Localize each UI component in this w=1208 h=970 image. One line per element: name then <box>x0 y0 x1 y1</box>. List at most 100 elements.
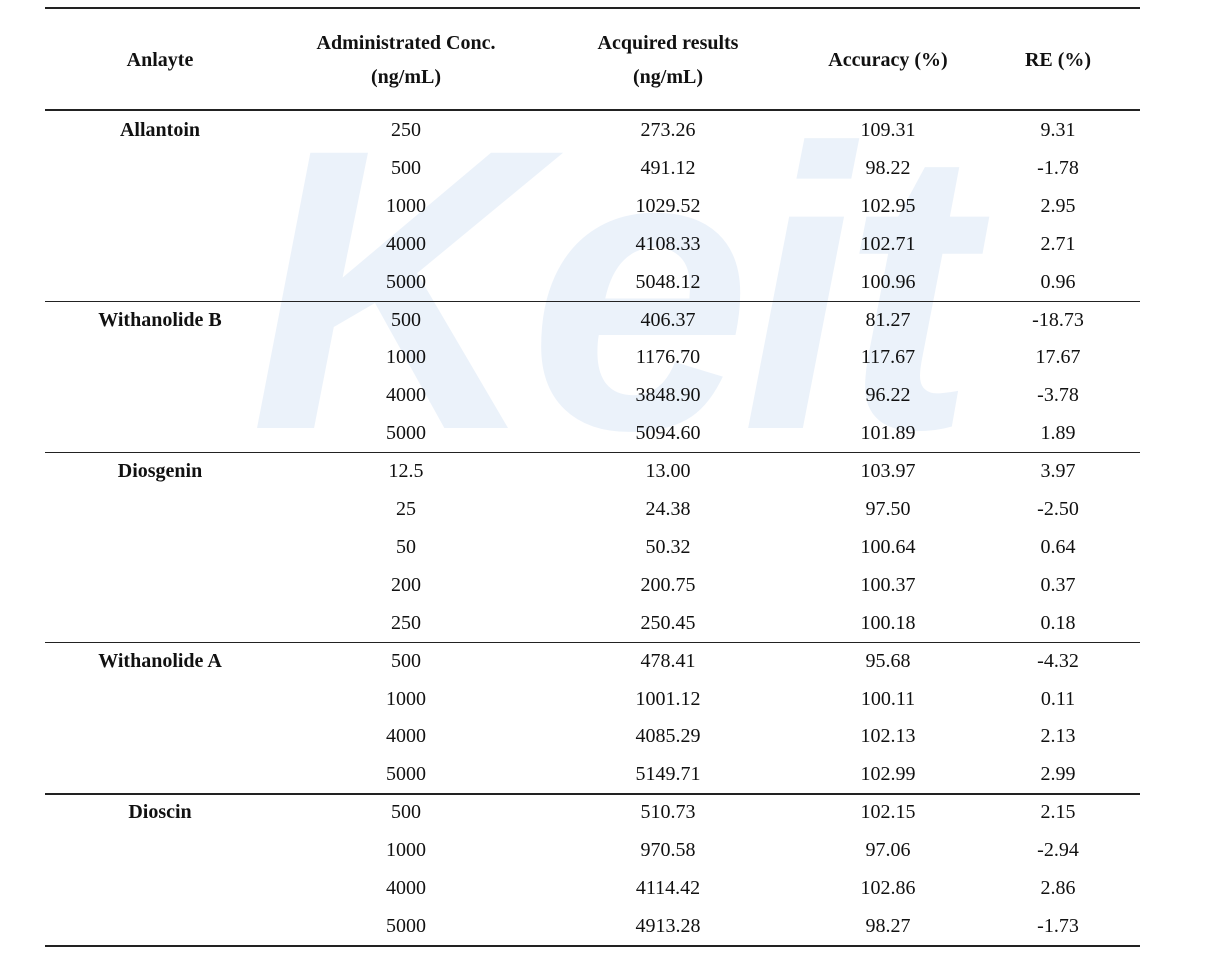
header-cell: (ng/mL) <box>633 66 703 88</box>
rule <box>45 452 1140 454</box>
data-cell: 4000 <box>386 877 426 899</box>
data-cell: 3848.90 <box>635 384 701 407</box>
data-cell: 0.37 <box>1040 573 1076 596</box>
data-cell: -2.50 <box>1037 498 1079 520</box>
data-cell: 13.00 <box>645 460 691 483</box>
data-cell: 500 <box>391 649 421 672</box>
rule <box>45 109 1140 111</box>
data-cell: 5094.60 <box>635 422 701 445</box>
data-cell: -1.73 <box>1037 914 1079 937</box>
data-cell: 510.73 <box>640 801 696 824</box>
data-cell: 101.89 <box>860 422 916 445</box>
data-cell: 2.13 <box>1040 725 1076 748</box>
data-cell: 500 <box>391 801 421 824</box>
rule <box>45 300 1140 302</box>
data-cell: 1029.52 <box>635 194 701 217</box>
data-cell: 100.64 <box>860 535 916 558</box>
data-cell: 2.86 <box>1040 877 1076 899</box>
data-cell: 117.67 <box>860 346 916 369</box>
data-cell: 102.99 <box>860 763 916 786</box>
data-cell: 100.37 <box>860 573 916 596</box>
rule <box>45 7 1140 9</box>
data-cell: 970.58 <box>640 839 696 862</box>
data-cell: 100.96 <box>860 270 916 293</box>
data-cell: 4000 <box>386 384 426 407</box>
data-cell: 102.71 <box>860 232 916 255</box>
data-cell: 4000 <box>386 725 426 748</box>
data-cell: 5149.71 <box>635 763 701 786</box>
data-cell: 2.71 <box>1040 232 1076 255</box>
data-cell: 273.26 <box>640 119 696 141</box>
data-cell: 100.11 <box>860 687 916 710</box>
data-cell: 4114.42 <box>635 877 701 899</box>
data-cell: 1176.70 <box>635 346 701 369</box>
data-cell: 96.22 <box>865 384 911 407</box>
data-cell: 250.45 <box>640 611 696 634</box>
data-cell: 100.18 <box>860 611 916 634</box>
data-cell: 95.68 <box>865 649 911 672</box>
data-cell: -3.78 <box>1037 384 1079 407</box>
header-cell: Acquired results <box>597 32 739 54</box>
data-cell: -1.78 <box>1037 156 1079 179</box>
data-cell: 103.97 <box>860 460 916 483</box>
data-cell: 478.41 <box>640 649 696 672</box>
data-cell: 1001.12 <box>635 687 701 710</box>
data-cell: 406.37 <box>640 308 696 331</box>
data-cell: 102.86 <box>860 877 916 899</box>
rule <box>45 641 1140 643</box>
analyte: Allantoin <box>119 119 201 141</box>
data-cell: -2.94 <box>1037 839 1079 862</box>
data-cell: 2.95 <box>1040 194 1076 217</box>
data-cell: 4108.33 <box>635 232 701 255</box>
data-cell: 98.27 <box>865 914 911 937</box>
rule <box>45 793 1140 795</box>
data-cell: 109.31 <box>860 119 916 141</box>
data-cell: -4.32 <box>1037 649 1079 672</box>
data-cell: 1000 <box>386 687 426 710</box>
data-cell: 3.97 <box>1040 460 1076 483</box>
analyte: Withanolide B <box>98 308 222 331</box>
data-cell: 200.75 <box>640 573 696 596</box>
data-cell: 50.32 <box>645 535 691 558</box>
data-cell: 102.95 <box>860 194 916 217</box>
data-cell: 1000 <box>386 839 426 862</box>
data-cell: 24.38 <box>645 498 691 520</box>
data-cell: 81.27 <box>865 308 911 331</box>
header-cell: Accuracy (%) <box>828 49 948 71</box>
data-cell: 0.96 <box>1040 270 1076 293</box>
analyte: Withanolide A <box>98 649 222 672</box>
data-cell: 5048.12 <box>635 270 701 293</box>
header-cell: Anlayte <box>126 49 194 71</box>
data-cell: 50 <box>396 535 416 558</box>
data-cell: 9.31 <box>1040 119 1076 141</box>
data-cell: 102.13 <box>860 725 916 748</box>
data-cell: 0.18 <box>1040 611 1076 634</box>
header-cell: Administrated Conc. <box>316 32 496 54</box>
data-cell: 97.06 <box>865 839 911 862</box>
data-cell: -18.73 <box>1032 308 1084 331</box>
data-cell: 4913.28 <box>635 914 701 937</box>
rule <box>45 944 1140 947</box>
data-cell: 12.5 <box>388 460 424 483</box>
analyte: Diosgenin <box>117 460 203 483</box>
data-cell: 97.50 <box>865 498 911 520</box>
analyte: Dioscin <box>128 801 192 824</box>
data-cell: 4085.29 <box>635 725 701 748</box>
data-cell: 0.64 <box>1040 535 1076 558</box>
watermark: Keit <box>250 66 976 513</box>
data-cell: 250 <box>391 611 421 634</box>
data-cell: 2.99 <box>1040 763 1076 786</box>
data-cell: 5000 <box>386 270 426 293</box>
data-cell: 1.89 <box>1040 422 1076 445</box>
data-cell: 102.15 <box>860 801 916 824</box>
data-cell: 250 <box>391 119 421 141</box>
data-cell: 17.67 <box>1035 346 1081 369</box>
data-cell: 5000 <box>386 422 426 445</box>
data-cell: 1000 <box>386 346 426 369</box>
data-cell: 2.15 <box>1040 801 1076 824</box>
data-cell: 25 <box>396 498 416 520</box>
data-cell: 5000 <box>386 763 426 786</box>
data-cell: 0.11 <box>1040 687 1076 710</box>
header-cell: RE (%) <box>1024 49 1092 71</box>
